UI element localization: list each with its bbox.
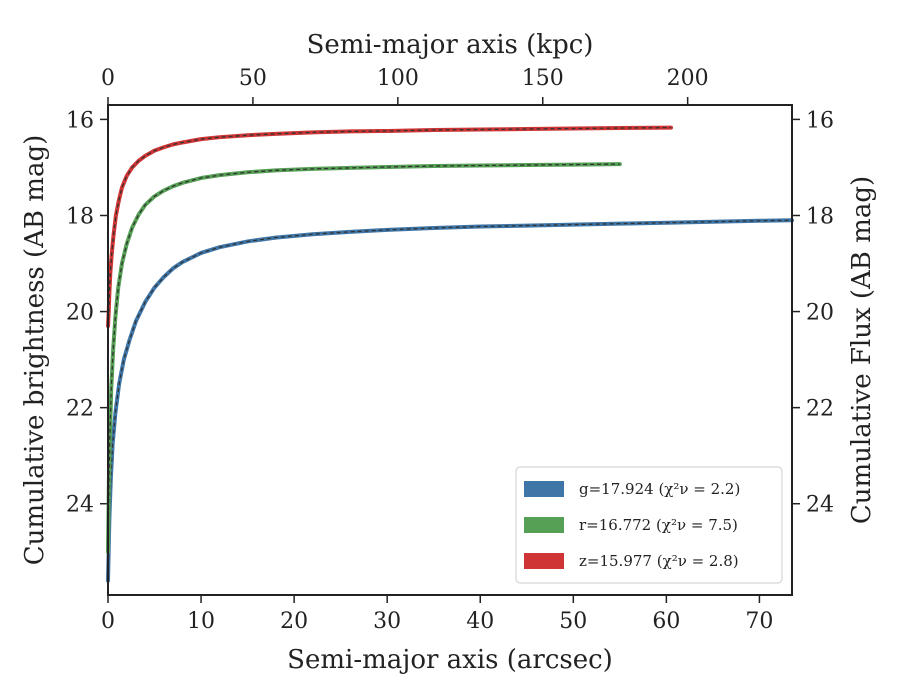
- y2-tick-label: 18: [806, 204, 834, 229]
- legend-swatch-z: [524, 553, 564, 569]
- legend-label-z: z=15.977 (χ²ν = 2.8): [579, 552, 739, 570]
- legend-label-r: r=16.772 (χ²ν = 7.5): [579, 516, 738, 534]
- x-tick-label: 0: [101, 609, 115, 634]
- series-model-line: [107, 126, 672, 327]
- y2-tick-label: 24: [806, 493, 834, 518]
- legend-item-g: g=17.924 (χ²ν = 2.2): [524, 480, 740, 498]
- legend-swatch-g: [524, 481, 564, 497]
- y-tick-label: 18: [66, 204, 94, 229]
- x-tick-label: 40: [466, 609, 494, 634]
- y-axis-left-ticks: 16 18 20 22 24: [66, 108, 108, 518]
- x-tick-label: 70: [745, 609, 773, 634]
- x2-tick-label: 50: [239, 66, 267, 91]
- legend: g=17.924 (χ²ν = 2.2) r=16.772 (χ²ν = 7.5…: [515, 466, 783, 584]
- legend-label-g: g=17.924 (χ²ν = 2.2): [579, 480, 740, 498]
- x-tick-label: 20: [280, 609, 308, 634]
- y2-tick-label: 20: [806, 301, 834, 326]
- x2-tick-label: 150: [522, 66, 564, 91]
- y-tick-label: 22: [66, 397, 94, 422]
- legend-chi2-g: (χ²ν = 2.2): [658, 480, 740, 498]
- series-line-z: [106, 125, 674, 328]
- y2-tick-label: 22: [806, 397, 834, 422]
- x-tick-label: 10: [187, 609, 215, 634]
- x-axis-label: Semi-major axis (arcsec): [287, 645, 613, 675]
- series-model-line: [107, 219, 793, 581]
- x-tick-label: 30: [373, 609, 401, 634]
- y-axis-label: Cumulative brightness (AB mag): [20, 135, 50, 566]
- x-tick-label: 50: [559, 609, 587, 634]
- y-tick-label: 20: [66, 301, 94, 326]
- legend-item-r: r=16.772 (χ²ν = 7.5): [524, 516, 738, 534]
- legend-chi2-z: (χ²ν = 2.8): [657, 552, 739, 570]
- y-tick-label: 24: [66, 493, 94, 518]
- x2-tick-label: 200: [667, 66, 709, 91]
- x2-axis-label: Semi-major axis (kpc): [307, 30, 594, 60]
- legend-swatch-r: [524, 517, 564, 533]
- x-axis-bottom-ticks: 0 10 20 30 40 50 60 70: [101, 595, 773, 634]
- x-axis-top-ticks: 0 50 100 150 200: [101, 66, 709, 105]
- series-model-line: [107, 163, 620, 552]
- y-axis-right-ticks: 16 18 20 22 24: [792, 108, 834, 518]
- y2-axis-label: Cumulative Flux (AB mag): [847, 176, 877, 524]
- x2-tick-label: 100: [377, 66, 419, 91]
- series-layer: [106, 125, 794, 583]
- legend-item-z: z=15.977 (χ²ν = 2.8): [524, 552, 739, 570]
- x2-tick-label: 0: [101, 66, 115, 91]
- x-tick-label: 60: [652, 609, 680, 634]
- y-tick-label: 16: [66, 108, 94, 133]
- legend-chi2-r: (χ²ν = 7.5): [656, 516, 738, 534]
- legend-frame: [515, 466, 783, 584]
- y2-tick-label: 16: [806, 108, 834, 133]
- plot-frame: [107, 104, 793, 596]
